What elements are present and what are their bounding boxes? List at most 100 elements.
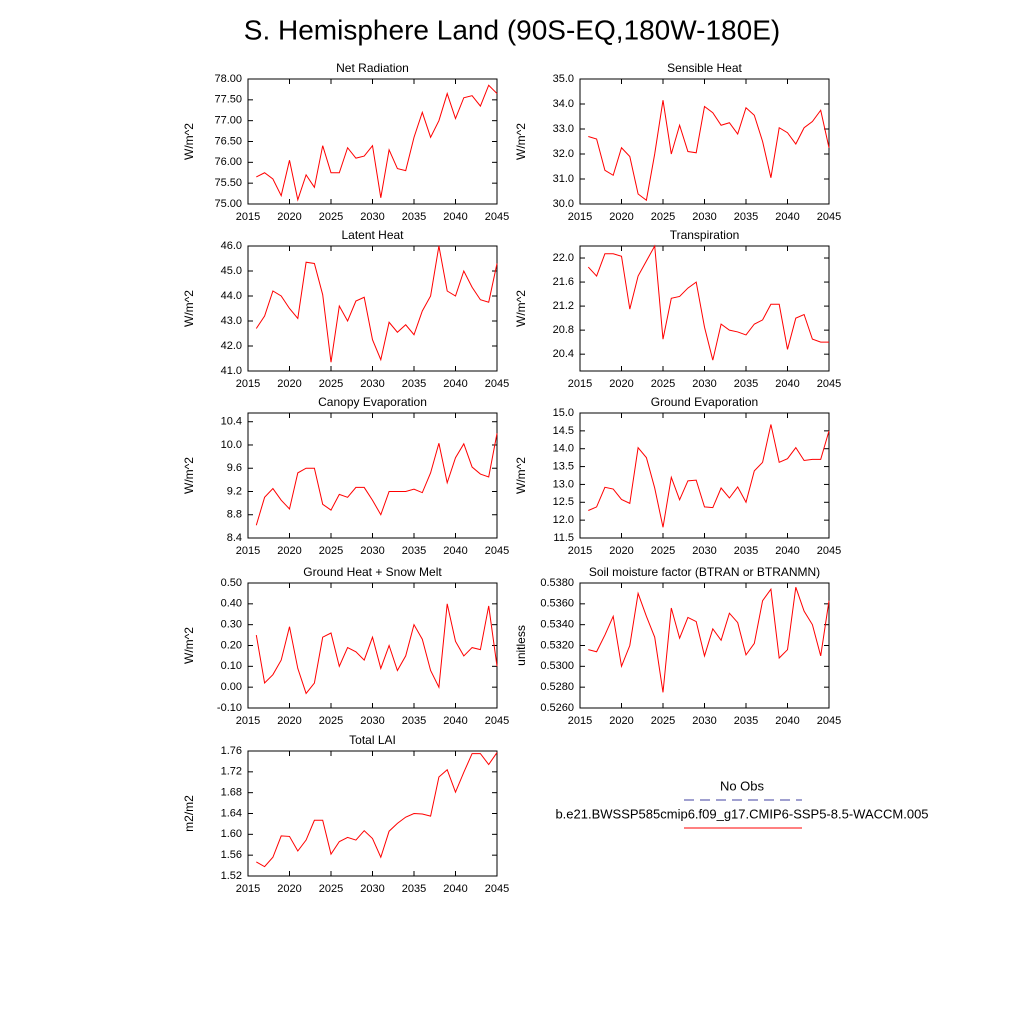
x-tick-label: 2040	[775, 545, 799, 557]
data-line	[587, 244, 829, 361]
x-tick-label: 2030	[360, 545, 384, 557]
x-tick-label: 2015	[568, 715, 592, 727]
x-tick-label: 2045	[817, 378, 841, 390]
y-tick-label: 42.0	[221, 340, 242, 352]
x-tick-label: 2030	[360, 715, 384, 727]
x-tick-label: 2025	[319, 545, 343, 557]
y-tick-label: 20.4	[553, 348, 574, 360]
panel-title: Latent Heat	[341, 228, 404, 242]
y-tick-label: 44.0	[221, 290, 242, 302]
x-tick-label: 2020	[609, 715, 633, 727]
y-axis-label: W/m^2	[514, 290, 528, 327]
x-tick-label: 2040	[775, 378, 799, 390]
panel-title: Soil moisture factor (BTRAN or BTRANMN)	[589, 565, 820, 579]
x-tick-label: 2015	[568, 378, 592, 390]
x-tick-label: 2025	[651, 545, 675, 557]
x-tick-label: 2020	[277, 378, 301, 390]
y-tick-label: 21.6	[553, 276, 574, 288]
x-tick-label: 2015	[236, 378, 260, 390]
x-tick-label: 2035	[402, 211, 426, 223]
y-tick-label: 0.5320	[540, 639, 574, 651]
panel-title: Transpiration	[670, 228, 740, 242]
x-tick-label: 2035	[402, 545, 426, 557]
y-tick-label: 0.5360	[540, 598, 574, 610]
y-tick-label: 13.5	[553, 460, 574, 472]
y-tick-label: 22.0	[553, 252, 574, 264]
y-tick-label: 30.0	[553, 198, 574, 210]
x-tick-label: 2020	[277, 715, 301, 727]
x-tick-label: 2040	[443, 715, 467, 727]
panel-title: Ground Evaporation	[651, 395, 758, 409]
y-axis-label: W/m^2	[182, 123, 196, 160]
y-tick-label: 8.8	[227, 509, 242, 521]
x-tick-label: 2025	[319, 378, 343, 390]
y-tick-label: 77.50	[214, 94, 242, 106]
y-tick-label: 12.5	[553, 496, 574, 508]
x-tick-label: 2015	[568, 211, 592, 223]
x-tick-label: 2020	[277, 545, 301, 557]
x-tick-label: 2040	[443, 378, 467, 390]
x-tick-label: 2025	[319, 715, 343, 727]
x-tick-label: 2045	[817, 545, 841, 557]
figure-title: S. Hemisphere Land (90S-EQ,180W-180E)	[244, 14, 780, 45]
y-axis-label: W/m^2	[182, 627, 196, 664]
x-tick-label: 2020	[277, 211, 301, 223]
y-tick-label: 1.64	[221, 807, 242, 819]
x-tick-label: 2025	[319, 883, 343, 895]
x-tick-label: 2040	[443, 545, 467, 557]
y-tick-label: 31.0	[553, 173, 574, 185]
y-tick-label: -0.10	[217, 702, 242, 714]
data-line	[588, 587, 830, 693]
y-tick-label: 0.5280	[540, 681, 574, 693]
x-tick-label: 2045	[485, 378, 509, 390]
y-axis-label: W/m^2	[514, 457, 528, 494]
x-tick-label: 2015	[568, 545, 592, 557]
y-tick-label: 9.6	[227, 462, 242, 474]
data-line	[255, 245, 498, 363]
x-tick-label: 2020	[609, 378, 633, 390]
x-tick-label: 2035	[402, 883, 426, 895]
y-tick-label: 76.00	[214, 156, 242, 168]
panel-title: Sensible Heat	[667, 61, 742, 75]
panel-title: Net Radiation	[336, 61, 409, 75]
x-tick-label: 2045	[485, 211, 509, 223]
y-tick-label: 20.8	[553, 324, 574, 336]
x-tick-label: 2035	[734, 715, 758, 727]
data-line	[588, 100, 830, 202]
y-tick-label: 1.56	[221, 849, 242, 861]
x-tick-label: 2030	[692, 715, 716, 727]
y-tick-label: 1.52	[221, 870, 242, 882]
y-axis-label: unitless	[514, 625, 528, 666]
x-tick-label: 2025	[651, 715, 675, 727]
y-tick-label: 0.5260	[540, 702, 574, 714]
y-tick-label: 21.2	[553, 300, 574, 312]
y-tick-label: 9.2	[227, 485, 242, 497]
x-tick-label: 2040	[443, 211, 467, 223]
y-tick-label: 75.50	[214, 177, 242, 189]
x-tick-label: 2030	[360, 883, 384, 895]
y-tick-label: 34.0	[553, 98, 574, 110]
y-tick-label: 0.5340	[540, 619, 574, 631]
data-line	[255, 603, 498, 695]
x-tick-label: 2035	[734, 211, 758, 223]
y-tick-label: 14.0	[553, 443, 574, 455]
y-axis-label: m2/m2	[182, 795, 196, 832]
panel-title: Total LAI	[349, 733, 396, 747]
y-tick-label: 0.40	[221, 598, 242, 610]
data-line	[588, 424, 830, 528]
y-tick-label: 1.60	[221, 828, 242, 840]
y-tick-label: 14.5	[553, 425, 574, 437]
y-tick-label: 41.0	[221, 365, 242, 377]
y-tick-label: 77.00	[214, 115, 242, 127]
data-line	[255, 433, 498, 526]
legend-label: b.e21.BWSSP585cmip6.f09_g17.CMIP6-SSP5-8…	[555, 806, 928, 821]
y-tick-label: 76.50	[214, 135, 242, 147]
x-tick-label: 2025	[651, 378, 675, 390]
y-tick-label: 10.4	[221, 416, 242, 428]
x-tick-label: 2030	[360, 378, 384, 390]
x-tick-label: 2035	[734, 378, 758, 390]
y-tick-label: 46.0	[221, 240, 242, 252]
y-tick-label: 45.0	[221, 265, 242, 277]
